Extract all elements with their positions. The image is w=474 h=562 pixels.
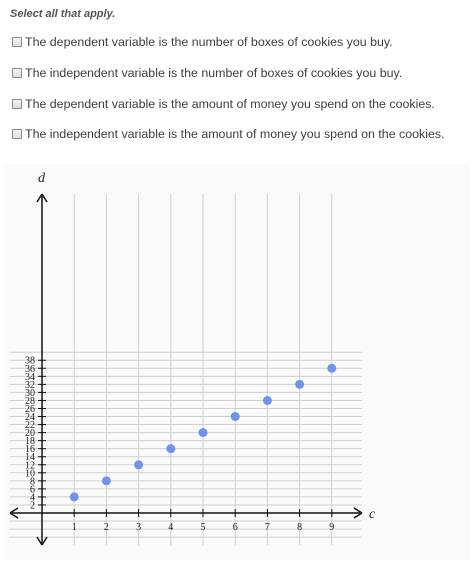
y-tick-label: 8	[30, 476, 35, 487]
option-dependent-money[interactable]: The dependent variable is the amount of …	[12, 97, 435, 111]
x-tick-label: 9	[329, 522, 334, 533]
y-tick-label: 30	[25, 388, 35, 399]
y-tick-label: 36	[25, 364, 35, 375]
y-tick-label: 6	[30, 484, 35, 495]
x-tick-label: 5	[201, 522, 206, 533]
y-tick-label: 34	[25, 372, 35, 383]
x-axis-label: c	[369, 507, 376, 522]
data-point	[198, 428, 208, 438]
data-point	[295, 379, 305, 389]
y-tick-label: 20	[25, 428, 35, 439]
y-tick-label: 4	[30, 492, 35, 503]
option-independent-boxes[interactable]: The independent variable is the number o…	[12, 66, 402, 80]
y-tick-label: 12	[25, 460, 35, 471]
checkbox[interactable]	[12, 129, 22, 139]
y-tick-label: 28	[25, 396, 35, 407]
option-dependent-boxes[interactable]: The dependent variable is the number of …	[12, 35, 393, 49]
y-tick-label: 16	[25, 444, 35, 455]
y-axis-bottom-arrow	[36, 536, 48, 546]
x-tick-label: 4	[168, 522, 173, 533]
data-point	[101, 476, 111, 486]
x-tick-label: 3	[136, 522, 141, 533]
data-point	[69, 492, 79, 502]
option-label: The independent variable is the amount o…	[25, 127, 445, 141]
data-point	[230, 412, 240, 422]
y-tick-label: 38	[25, 356, 35, 367]
checkbox[interactable]	[12, 68, 22, 78]
x-tick-label: 2	[104, 522, 109, 533]
data-point	[327, 363, 337, 373]
y-tick-label: 18	[25, 436, 35, 447]
data-point	[262, 395, 272, 405]
x-axis-right-arrow	[353, 507, 363, 519]
y-tick-label: 2	[30, 500, 35, 511]
option-label: The dependent variable is the amount of …	[25, 97, 435, 111]
y-tick-label: 32	[25, 380, 35, 391]
checkbox[interactable]	[12, 37, 22, 47]
option-label: The dependent variable is the number of …	[25, 35, 393, 49]
y-tick-label: 22	[25, 420, 35, 431]
option-independent-money[interactable]: The independent variable is the amount o…	[12, 127, 445, 141]
y-axis-label: d	[38, 171, 46, 186]
graph-panel	[4, 164, 469, 560]
select-all-prompt: Select all that apply.	[10, 8, 116, 20]
y-tick-label: 14	[25, 452, 35, 463]
data-point	[166, 444, 176, 454]
option-label: The independent variable is the number o…	[25, 66, 403, 80]
checkbox[interactable]	[12, 99, 22, 109]
y-tick-label: 24	[25, 412, 35, 423]
y-tick-label: 10	[25, 468, 35, 479]
y-tick-label: 26	[25, 404, 35, 415]
x-axis-left-arrow	[9, 507, 19, 519]
x-tick-label: 8	[297, 522, 302, 533]
x-tick-label: 1	[72, 522, 77, 533]
data-point	[134, 460, 144, 470]
y-axis-top-arrow	[36, 193, 48, 203]
x-tick-label: 7	[265, 522, 270, 533]
x-tick-label: 6	[233, 522, 238, 533]
